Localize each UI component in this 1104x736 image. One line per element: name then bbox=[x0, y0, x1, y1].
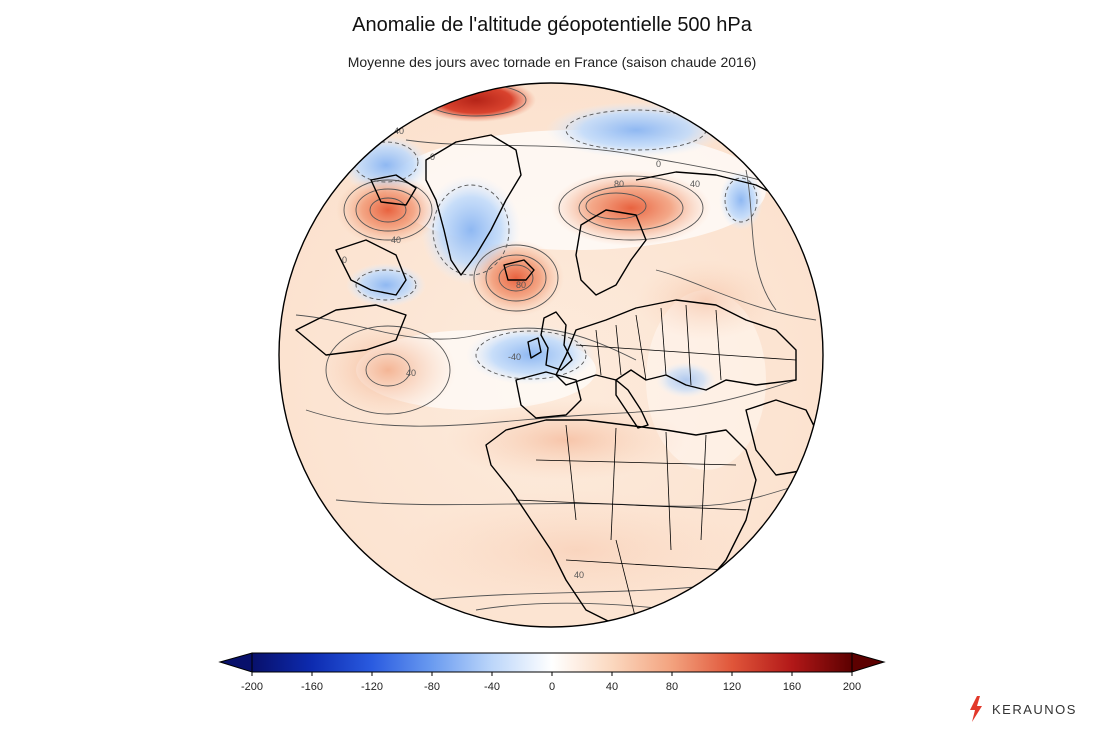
colorbar-tick-label: -160 bbox=[301, 681, 323, 693]
colorbar-bar bbox=[251, 652, 853, 673]
country-borders bbox=[515, 304, 797, 621]
contour-label: 80 bbox=[614, 179, 624, 189]
cold-anomaly bbox=[719, 170, 763, 230]
colorbar-tick-label: -80 bbox=[424, 681, 440, 693]
contour-label: 0 bbox=[656, 159, 661, 169]
anomaly-field bbox=[279, 83, 823, 627]
warm-anomaly bbox=[336, 174, 440, 246]
warm-anomaly bbox=[320, 322, 456, 418]
brand-name: KERAUNOS bbox=[992, 701, 1077, 717]
colorbar-tick-label: -40 bbox=[484, 681, 500, 693]
colorbar-ticks: -200 -160 -120 -80 -40 0 40 80 120 160 200 bbox=[241, 672, 861, 693]
colorbar-tick-label: 80 bbox=[666, 681, 678, 693]
contour-label: 40 bbox=[690, 179, 700, 189]
contour-label: 40 bbox=[574, 570, 584, 580]
colorbar-tick-label: 40 bbox=[606, 681, 618, 693]
colorbar-tick-label: -200 bbox=[241, 681, 263, 693]
brand-logo: KERAUNOS bbox=[968, 696, 1077, 722]
colorbar-extend-low bbox=[218, 652, 253, 673]
map-title: Anomalie de l'altitude géopotentielle 50… bbox=[352, 14, 752, 36]
colorbar-extend-high bbox=[851, 652, 886, 673]
colorbar-tick-label: -120 bbox=[361, 681, 383, 693]
map-subtitle: Moyenne des jours avec tornade en France… bbox=[347, 54, 757, 70]
colorbar: -200 -160 -120 -80 -40 0 40 80 120 160 200 bbox=[218, 652, 886, 693]
warm-anomaly bbox=[551, 170, 711, 246]
globe-map: 40 40 0 0 0 80 40 80 -40 40 40 bbox=[278, 82, 824, 628]
contour-label: 80 bbox=[516, 280, 526, 290]
contour-label: 40 bbox=[391, 235, 401, 245]
globe-outline bbox=[278, 82, 824, 628]
contour-label: 40 bbox=[406, 368, 416, 378]
colorbar-tick-label: 120 bbox=[723, 681, 741, 693]
lightning-bolt-icon bbox=[970, 696, 982, 722]
colorbar-tick-label: 0 bbox=[549, 681, 555, 693]
contour-label: -40 bbox=[508, 352, 521, 362]
contour-label: 0 bbox=[342, 255, 347, 265]
contour-label: 0 bbox=[430, 152, 435, 162]
contour-label: 40 bbox=[394, 126, 404, 136]
cold-anomaly bbox=[546, 102, 726, 158]
warm-anomaly bbox=[468, 240, 564, 316]
colorbar-tick-label: 200 bbox=[843, 681, 861, 693]
colorbar-tick-label: 160 bbox=[783, 681, 801, 693]
contour-labels: 40 40 0 0 0 80 40 80 -40 40 40 bbox=[342, 126, 700, 580]
